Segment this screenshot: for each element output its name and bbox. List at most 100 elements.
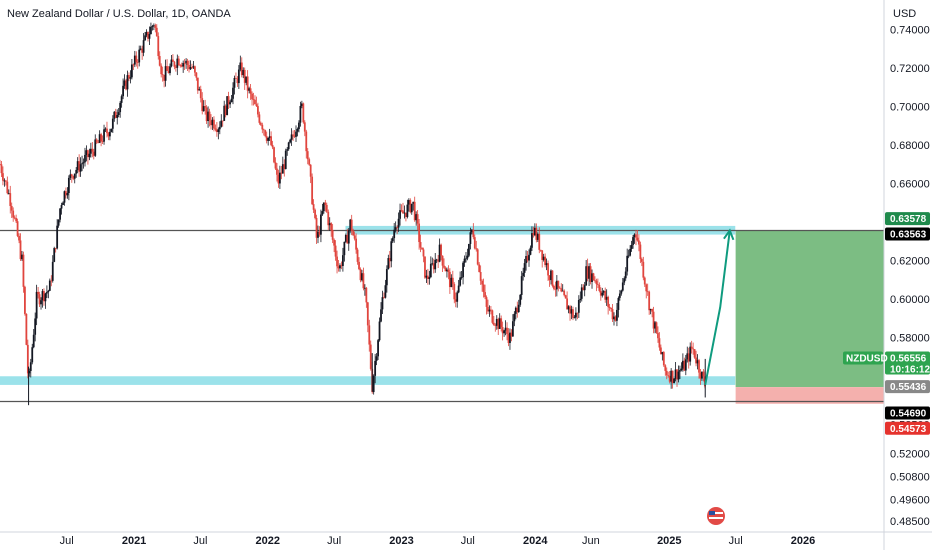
candle-body	[213, 119, 215, 129]
candle-body	[509, 332, 511, 343]
candle-body	[413, 201, 416, 221]
candle-body	[126, 75, 129, 90]
candle-body	[24, 286, 26, 314]
candle-body	[292, 134, 294, 136]
candle-body	[150, 26, 152, 35]
candle-body	[630, 244, 633, 249]
y-tick-label: 0.50800	[890, 471, 930, 483]
candle-body	[48, 280, 51, 291]
countdown-label: 10:16:12	[890, 365, 930, 376]
candle-body	[539, 249, 542, 251]
candle-body	[428, 277, 431, 279]
candle-body	[331, 230, 334, 240]
candle-body	[138, 49, 141, 63]
candle-body	[32, 334, 35, 348]
candle-body	[681, 360, 684, 369]
candle-body	[544, 256, 547, 266]
x-tick-label: Jul	[729, 535, 743, 547]
candle-body	[280, 172, 283, 174]
candle-body	[347, 230, 350, 244]
x-tick-label: Jul	[193, 535, 207, 547]
candle-body	[596, 284, 599, 285]
candle-body	[195, 72, 198, 78]
candle-body	[273, 147, 275, 163]
candle-body	[160, 65, 163, 75]
candle-body	[296, 129, 299, 132]
candle-body	[561, 290, 564, 292]
candle-body	[557, 280, 560, 288]
candle-body	[605, 296, 608, 300]
candle-body	[342, 255, 344, 266]
candle-body	[333, 239, 336, 246]
candle-body	[29, 362, 32, 371]
candle-body	[261, 124, 264, 130]
candle-body	[425, 275, 428, 278]
candle-body	[318, 231, 321, 235]
candle-body	[459, 277, 462, 286]
candle-body	[123, 80, 126, 86]
candle-body	[548, 275, 551, 281]
candle-body	[295, 131, 297, 137]
candle-body	[227, 96, 230, 105]
candle-body	[246, 76, 249, 91]
y-tick-label: 0.58000	[890, 333, 930, 345]
candle-body	[674, 369, 677, 379]
candle-body	[698, 360, 700, 373]
candle-body	[680, 368, 683, 371]
candle-body	[384, 285, 387, 298]
candle-body	[554, 288, 557, 290]
candle-body	[604, 291, 607, 300]
candle-body	[473, 237, 476, 249]
candle-body	[314, 209, 316, 218]
candle-body	[422, 249, 425, 257]
y-tick-label: 0.68000	[890, 140, 930, 152]
candle-body	[110, 128, 113, 132]
candle-body	[613, 316, 615, 320]
candle-body	[643, 277, 646, 285]
candle-body	[81, 163, 83, 165]
candle-body	[542, 256, 545, 260]
candle-body	[334, 245, 337, 257]
candle-body	[9, 193, 12, 206]
candle-body	[479, 271, 482, 281]
price-tag	[885, 421, 930, 435]
candle-body	[642, 261, 645, 278]
candle-body	[405, 212, 407, 217]
candle-body	[468, 243, 470, 256]
candle-body	[383, 297, 385, 298]
candle-body	[128, 75, 130, 79]
candle-body	[538, 233, 541, 250]
candle-body	[205, 107, 208, 122]
candle-body	[575, 312, 577, 318]
y-tick-label: 0.70000	[890, 101, 930, 113]
candle-body	[116, 114, 119, 118]
flag-icon[interactable]	[707, 507, 725, 525]
candle-body	[519, 294, 522, 305]
candle-body	[689, 346, 692, 362]
candle-body	[651, 309, 654, 312]
candle-body	[416, 214, 419, 224]
candle-body	[406, 204, 409, 217]
candle-body	[648, 291, 651, 311]
candle-body	[696, 360, 699, 364]
candle-body	[101, 141, 104, 142]
candle-body	[504, 327, 507, 331]
candle-body	[278, 172, 281, 184]
candle-body	[183, 62, 186, 64]
y-tick-label: 0.72000	[890, 63, 930, 75]
candle-body	[635, 234, 637, 238]
candle-body	[377, 340, 379, 357]
candle-body	[141, 48, 144, 53]
candle-body	[501, 327, 504, 334]
candle-body	[192, 66, 195, 68]
candle-body	[47, 290, 50, 293]
candle-body	[365, 287, 368, 303]
candle-body	[51, 261, 54, 281]
candle-body	[446, 269, 448, 272]
chart-title: New Zealand Dollar / U.S. Dollar, 1D, OA…	[7, 8, 231, 20]
candle-body	[324, 202, 327, 205]
candle-body	[82, 162, 85, 164]
candle-body	[536, 233, 539, 240]
candle-body	[4, 180, 7, 182]
